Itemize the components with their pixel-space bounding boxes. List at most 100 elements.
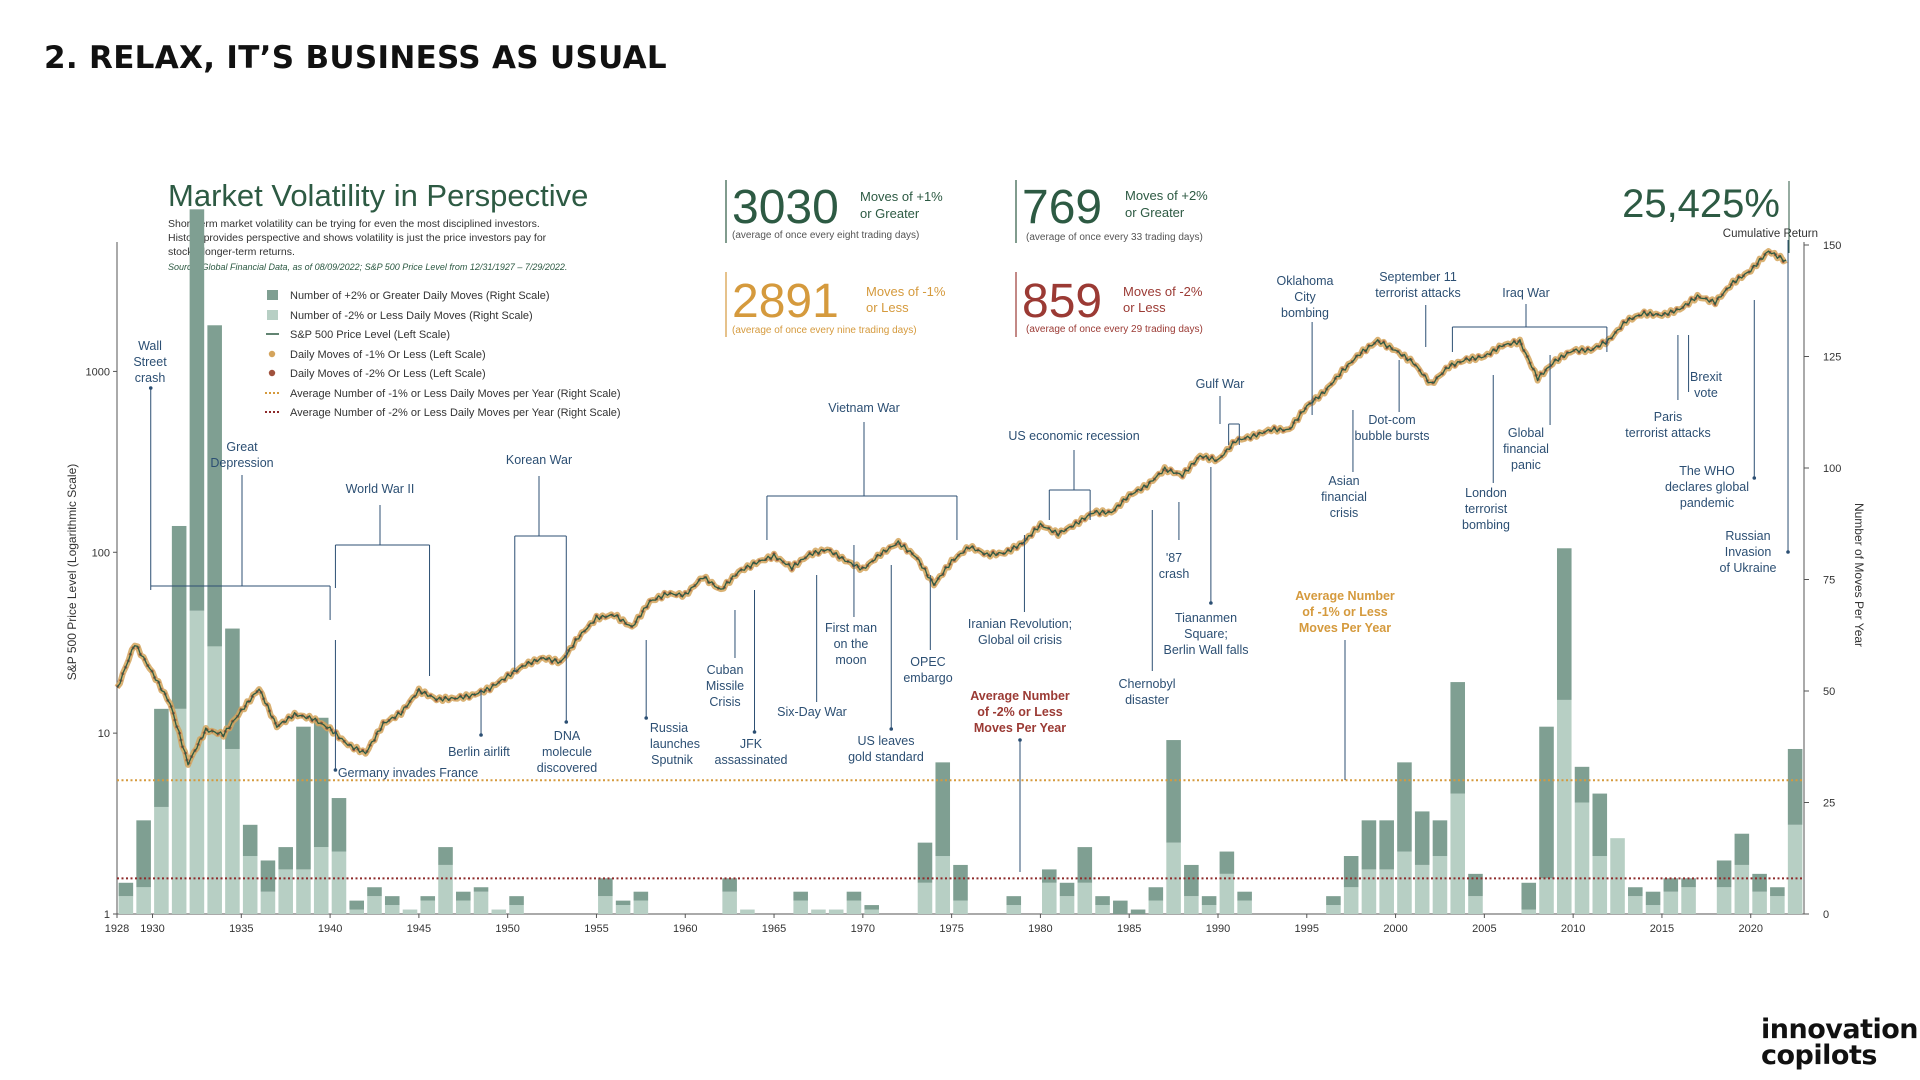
bar-minus2-2000 — [1397, 851, 1412, 914]
event-wall-street-1: Wall — [138, 339, 162, 353]
event-wall-street-2: Street — [133, 355, 167, 369]
event-gfc-2: financial — [1503, 442, 1549, 456]
event-six-day: Six-Day War — [777, 705, 847, 719]
event-iranian-2: Global oil crisis — [978, 633, 1062, 647]
bar-minus2-1932 — [189, 610, 205, 914]
leader-dot — [1018, 738, 1022, 742]
event-germany: Germany invades France — [338, 766, 478, 780]
event-us-leaves-gold-2: gold standard — [848, 750, 924, 764]
bar-minus2-1973 — [917, 882, 933, 914]
avg-minus1-label-3: Moves Per Year — [1299, 621, 1391, 635]
bar-minus2-1949 — [491, 909, 507, 914]
stat-plus1: 3030 Moves of +1% or Greater (average of… — [725, 180, 943, 243]
event-us-recession: US economic recession — [1008, 429, 1139, 443]
x-tick-label: 1955 — [584, 923, 608, 935]
bar-plus2-1986 — [1148, 887, 1164, 901]
logo-line-2: copilots — [1761, 1040, 1877, 1071]
event-first-man-2: on the — [834, 637, 869, 651]
leader-dot — [1752, 476, 1757, 480]
bar-minus2-1967 — [811, 909, 826, 914]
chart-subtitle-1: Short-term market volatility can be tryi… — [168, 218, 540, 230]
event-gfc-1: Global — [1508, 426, 1544, 440]
innovation-copilots-logo: innovation copilots — [1761, 1016, 1919, 1071]
bar-minus2-1945 — [420, 900, 436, 914]
event-who-1: The WHO — [1679, 464, 1735, 478]
bar-minus2-1935 — [242, 856, 258, 914]
bar-plus2-2009 — [1556, 548, 1572, 700]
event-cuban-1: Cuban — [707, 663, 744, 677]
x-tick-label: 1935 — [229, 923, 253, 935]
bar-minus2-1970 — [864, 909, 879, 914]
bar-plus2-1997 — [1343, 856, 1359, 888]
stat-minus2-label-2: or Less — [1123, 300, 1166, 315]
bar-plus2-2010 — [1574, 766, 1590, 803]
avg-minus2-label-2: of -2% or Less — [977, 705, 1062, 719]
legend-item-avg-minus2: Average Number of -2% or Less Daily Move… — [290, 407, 621, 419]
bar-minus2-2022 — [1787, 824, 1803, 914]
bar-minus2-1963 — [740, 909, 755, 914]
event-iraq: Iraq War — [1502, 286, 1549, 300]
bar-plus2-1981 — [1059, 882, 1075, 897]
bar-minus2-1943 — [384, 905, 400, 914]
event-tiananmen-2: Square; — [1184, 627, 1228, 641]
cumulative-return-label: Cumulative Return — [1723, 228, 1818, 240]
bar-plus2-1980 — [1042, 869, 1057, 883]
bar-plus2-2001 — [1414, 811, 1430, 865]
event-london-2: terrorist — [1465, 502, 1508, 516]
bar-minus2-1982 — [1077, 882, 1093, 914]
stat-plus2: 769 Moves of +2% or Greater (average of … — [1015, 180, 1208, 243]
leader-dot — [752, 730, 757, 734]
event-russia-invasion-1: Russian — [1725, 529, 1770, 543]
x-tick-label: 1940 — [318, 923, 342, 935]
bar-minus2-2015 — [1663, 891, 1679, 914]
stat-minus2-number: 859 — [1022, 275, 1102, 328]
price-line-layer — [114, 248, 1788, 768]
bar-plus2-2016 — [1681, 878, 1696, 888]
x-tick-label: 1990 — [1206, 923, 1230, 935]
x-tick-label: 2020 — [1738, 923, 1762, 935]
bar-plus2-2000 — [1397, 762, 1412, 852]
event-dna-2: molecule — [542, 745, 592, 759]
x-tick-label: 2010 — [1561, 923, 1585, 935]
bar-minus2-1986 — [1148, 900, 1164, 914]
bar-plus2-2020 — [1752, 873, 1767, 892]
bar-minus2-1929 — [136, 887, 151, 914]
event-london-3: bombing — [1462, 518, 1510, 532]
event-crash87-1: '87 — [1166, 551, 1182, 565]
event-brexit-1: Brexit — [1690, 370, 1722, 384]
bar-plus2-1973 — [917, 842, 933, 883]
x-tick-label: 1975 — [939, 923, 963, 935]
stat-plus2-label-1: Moves of +2% — [1125, 188, 1208, 203]
bar-minus2-1934 — [225, 748, 240, 914]
bar-plus2-2018 — [1716, 860, 1732, 888]
bar-plus2-1930 — [154, 708, 169, 807]
bar-minus2-1940 — [331, 851, 347, 914]
bar-minus2-1974 — [935, 856, 951, 914]
bar-plus2-1989 — [1201, 896, 1217, 906]
event-great-depression-2: Depression — [210, 456, 273, 470]
event-dotcom-1: Dot-com — [1368, 413, 1415, 427]
event-paris-2: terrorist attacks — [1625, 426, 1710, 440]
right-tick-label: 0 — [1823, 909, 1829, 921]
event-cuban-3: Crisis — [709, 695, 740, 709]
price-line — [116, 250, 1787, 766]
chart-subtitle-2: History provides perspective and shows v… — [168, 232, 547, 244]
event-vietnam: Vietnam War — [828, 401, 900, 415]
bar-minus2-1939 — [313, 847, 329, 914]
avg-minus1-label-2: of -1% or Less — [1302, 605, 1387, 619]
bar-plus2-1969 — [846, 891, 862, 901]
bar-plus2-2003 — [1450, 682, 1466, 794]
x-tick-label: 1950 — [495, 923, 519, 935]
bar-plus2-1966 — [793, 891, 808, 901]
leader-dot — [889, 727, 894, 731]
event-russia-sputnik-2: launches — [650, 737, 700, 751]
bar-minus2-1968 — [828, 909, 844, 914]
stat-minus1-label-2: or Less — [866, 300, 909, 315]
bar-plus2-1957 — [633, 891, 649, 901]
bar-plus2-1999 — [1379, 820, 1394, 870]
event-brexit-2: vote — [1694, 386, 1718, 400]
bar-plus2-1974 — [935, 762, 951, 857]
avg-minus2-label-3: Moves Per Year — [974, 721, 1066, 735]
event-wwii: World War II — [346, 482, 415, 496]
x-tick-label: 1945 — [407, 923, 431, 935]
